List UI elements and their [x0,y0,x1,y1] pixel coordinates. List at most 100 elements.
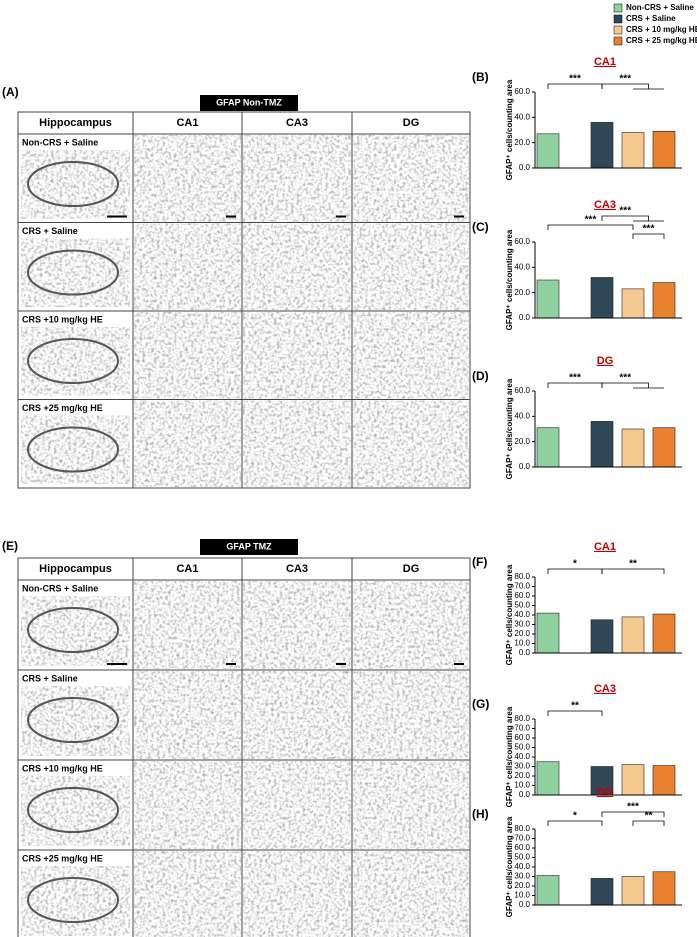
hippocampus-image [21,866,130,936]
y-tick-label: 20.0 [514,881,530,890]
significance-label: ** [629,559,637,570]
hippocampus-shape [27,338,119,384]
significance-bracket [601,568,665,574]
panel-label: (C) [472,220,489,234]
y-tick-label: 60.0 [514,386,530,395]
y-tick-label: 60.0 [514,237,530,246]
y-tick-label: 70.0 [514,834,530,843]
y-tick-label: 10.0 [514,639,530,648]
chart-title: DG [597,786,614,798]
significance-label: *** [627,802,639,813]
y-tick-label: 50.0 [514,853,530,862]
chart-title: DG [597,355,614,367]
legend-swatch [613,36,623,46]
micrograph [353,223,469,310]
significance-bracket [547,710,603,716]
y-tick-label: 30.0 [514,620,530,629]
hippocampus-image [21,238,130,307]
significance-bracket [547,83,603,89]
bar [652,427,676,468]
micrograph [353,400,469,487]
significance-bracket [547,568,603,574]
significance-bracket [547,224,634,230]
legend-label: CRS + Saline [626,14,676,23]
micrograph [134,400,241,487]
significance-label: ** [571,701,579,712]
micrograph [243,671,351,759]
hippocampus-shape [27,426,119,473]
y-tick-label: 20.0 [514,771,530,780]
micrograph [243,400,351,487]
bar [590,878,614,906]
bar [536,875,560,906]
bar [621,876,645,906]
y-axis-label: GFAP⁺ cells/counting area [505,79,514,180]
hippocampus-shape [27,697,119,743]
row-label: CRS +25 mg/kg HE [22,403,103,413]
significance-label: * [573,559,577,570]
y-axis-label: GFAP⁺ cells/counting area [505,378,514,479]
y-tick-label: 80.0 [514,572,530,581]
row-label: CRS +10 mg/kg HE [22,314,103,324]
legend-swatch [613,25,623,35]
significance-label: *** [619,74,631,85]
y-tick-label: 40.0 [514,862,530,871]
y-tick-label: 60.0 [514,733,530,742]
bar [590,122,614,169]
chart-title: CA3 [594,199,616,211]
y-axis-label: GFAP⁺ cells/counting area [505,816,514,917]
y-tick-label: 60.0 [514,591,530,600]
y-tick-label: 70.0 [514,582,530,591]
micrograph [353,135,469,222]
y-tick-label: 30.0 [514,872,530,881]
hippocampus-shape [27,161,119,207]
hippocampus-image [21,150,130,219]
micrograph [243,761,351,849]
bar [652,871,676,906]
bar [652,613,676,654]
significance-label: *** [585,215,597,226]
legend-swatch [613,14,623,24]
column-header: CA3 [286,117,308,129]
y-tick-label: 40.0 [514,112,530,121]
bar [590,421,614,468]
significance-label: *** [619,206,631,217]
hippocampus-image [21,776,130,846]
bar [621,764,645,796]
panel-label: (H) [472,807,489,821]
micrograph [134,135,241,222]
bar [536,427,560,468]
chart-title: CA1 [594,541,616,553]
micrograph [134,581,241,669]
bar [536,279,560,319]
row-label: CRS +10 mg/kg HE [22,763,103,773]
row-label: Non-CRS + Saline [22,583,98,593]
chart-title: CA3 [594,683,616,695]
legend-label: Non-CRS + Saline [626,3,694,12]
y-tick-label: 70.0 [514,724,530,733]
y-tick-label: 10.0 [514,781,530,790]
bar [590,619,614,654]
panel-label: (D) [472,369,489,383]
panel-label: (G) [472,697,489,711]
y-tick-label: 20.0 [514,437,530,446]
bar [621,616,645,654]
significance-label: *** [569,373,581,384]
significance-bracket [601,83,649,89]
hippocampus-shape [27,249,119,296]
y-tick-label: 0.0 [519,900,531,909]
hippocampus-image [21,596,130,666]
column-header: CA1 [176,563,198,575]
bar [536,612,560,654]
bar [621,428,645,468]
micrograph [353,671,469,759]
significance-label: *** [619,373,631,384]
figure-title: GFAP Non-TMZ [216,97,282,107]
micrograph [134,223,241,310]
y-tick-label: 60.0 [514,87,530,96]
row-label: CRS +25 mg/kg HE [22,853,103,863]
y-tick-label: 0.0 [519,648,531,657]
bar [590,277,614,319]
micrograph [134,761,241,849]
